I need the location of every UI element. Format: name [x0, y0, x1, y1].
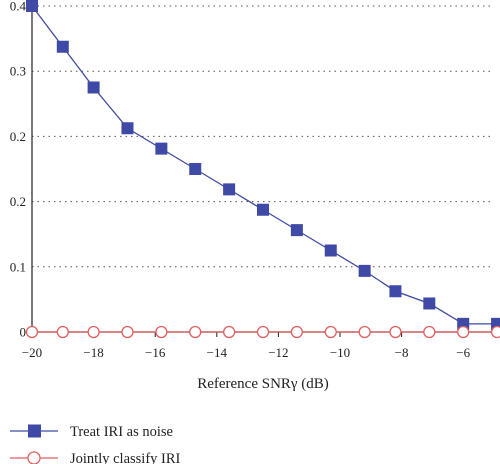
data-point: [290, 224, 303, 237]
series-1: [26, 0, 500, 330]
x-tick-label: −16: [145, 345, 166, 360]
data-point: [87, 325, 100, 339]
grid-lines: [32, 5, 494, 268]
data-point: [491, 317, 500, 330]
series-2: [25, 325, 500, 339]
x-tick-label: −6: [456, 345, 470, 360]
legend-item: Jointly classify IRI: [10, 451, 181, 464]
series-line: [31, 5, 498, 325]
legend-label: Jointly classify IRI: [70, 451, 181, 464]
data-point: [56, 40, 69, 53]
x-axis-title: Reference SNRγ (dB): [197, 376, 329, 392]
data-point: [189, 163, 202, 175]
x-tick-labels: −20 −18 −16 −14 −12 −10 −8 −6: [22, 345, 471, 360]
data-point: [290, 325, 304, 339]
y-tick-label: 0: [20, 325, 27, 340]
x-tick-label: −14: [207, 345, 228, 360]
data-point: [155, 325, 168, 339]
x-tick-label: −8: [395, 345, 409, 360]
data-point: [189, 325, 202, 339]
series-layer: [25, 0, 500, 339]
axes: [31, 2, 498, 337]
data-point: [121, 122, 134, 135]
data-point: [389, 325, 402, 339]
legend-marker: [27, 451, 41, 464]
data-point: [222, 325, 236, 339]
legend: Treat IRI as noise Jointly classify IRI: [10, 424, 181, 464]
data-point: [457, 325, 470, 339]
y-tick-label: 0.1: [10, 259, 26, 274]
y-tick-labels: 0 0.1 0.2 0.2 0.3 0.4: [10, 0, 27, 340]
data-point: [87, 81, 100, 94]
data-point: [389, 285, 402, 298]
data-point: [257, 203, 269, 216]
x-tick-label: −20: [22, 345, 42, 360]
legend-label: Treat IRI as noise: [70, 424, 173, 440]
y-tick-label: 0.2: [10, 194, 26, 209]
data-point: [423, 297, 436, 310]
y-tick-label: 0.3: [10, 64, 26, 79]
data-point: [26, 0, 38, 12]
data-point: [56, 325, 69, 339]
data-point: [358, 325, 371, 339]
data-point: [423, 325, 436, 339]
data-point: [223, 183, 236, 196]
legend-marker: [28, 424, 41, 438]
legend-item: Treat IRI as noise: [10, 424, 173, 440]
data-point: [121, 325, 134, 339]
y-tick-label: 0.4: [10, 0, 27, 14]
x-tick-label: −18: [83, 345, 103, 360]
data-point: [25, 325, 39, 339]
y-tick-label: 0.2: [10, 129, 26, 144]
x-tick-label: −12: [268, 345, 288, 360]
data-point: [324, 325, 337, 339]
x-tick-label: −10: [330, 345, 350, 360]
data-point: [155, 142, 168, 155]
data-point: [490, 325, 500, 339]
data-point: [324, 244, 337, 257]
data-point: [256, 325, 270, 339]
data-point: [358, 264, 371, 277]
